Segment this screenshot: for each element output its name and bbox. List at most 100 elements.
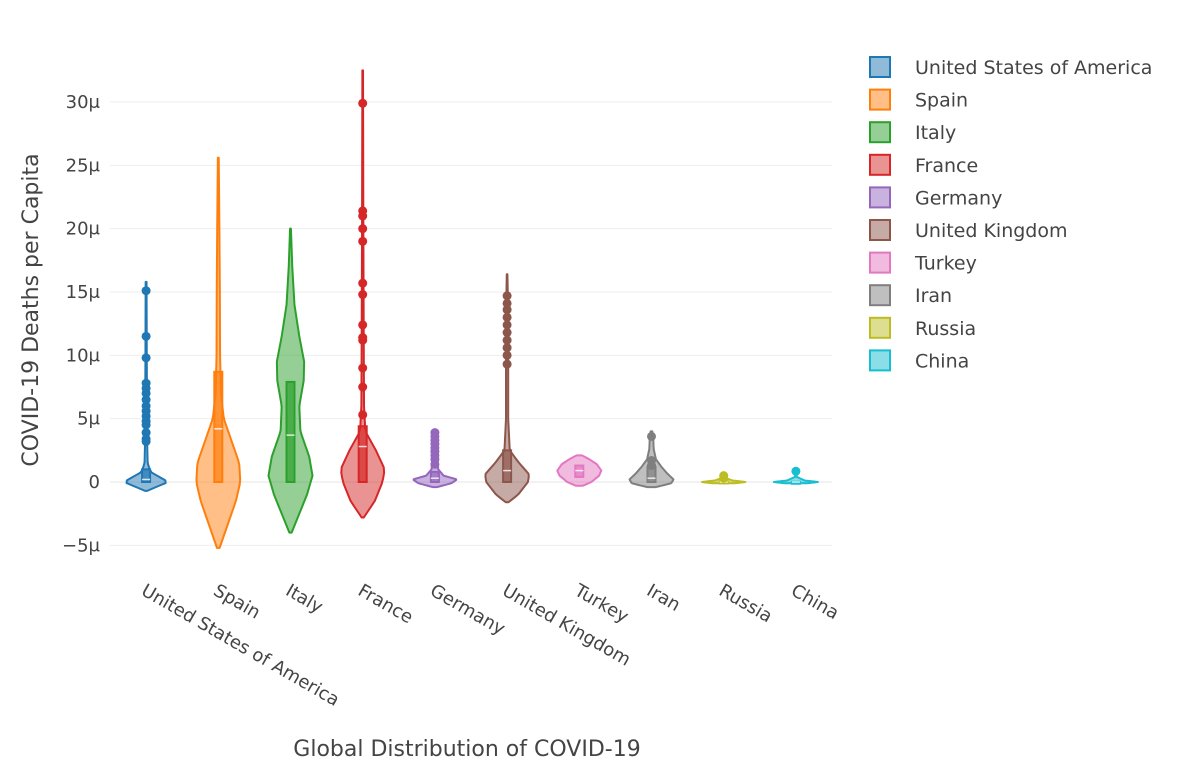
legend-item[interactable]: United States of America bbox=[869, 56, 1152, 79]
violin-united-kingdom bbox=[484, 273, 530, 504]
x-tick-label: Germany bbox=[426, 580, 508, 640]
y-tick-label: 30μ bbox=[66, 92, 101, 113]
legend-label: United States of America bbox=[915, 57, 1152, 79]
outlier-point bbox=[358, 211, 368, 221]
legend-swatch bbox=[869, 219, 891, 241]
outlier-point bbox=[358, 278, 368, 288]
violin-italy bbox=[267, 227, 314, 534]
legend-swatch bbox=[869, 153, 891, 176]
violin-body bbox=[484, 273, 530, 504]
x-tick-label: United Kingdom bbox=[499, 580, 635, 670]
legend-label: France bbox=[915, 155, 978, 177]
legend-swatch bbox=[869, 186, 891, 209]
violin-turkey bbox=[556, 454, 603, 487]
outlier-point bbox=[502, 328, 512, 338]
legend-item[interactable]: United Kingdom bbox=[869, 219, 1068, 242]
outlier-point bbox=[647, 461, 656, 471]
legend-item[interactable]: Turkey bbox=[869, 251, 977, 275]
legend-item[interactable]: France bbox=[869, 153, 978, 177]
outlier-point bbox=[358, 290, 368, 300]
violin-united-states-of-america bbox=[125, 280, 167, 492]
legend-swatch bbox=[869, 284, 891, 307]
legend-item[interactable]: Germany bbox=[869, 186, 1002, 209]
y-tick-label: 5μ bbox=[77, 409, 100, 430]
outlier-point bbox=[141, 395, 151, 405]
outlier-point bbox=[647, 431, 656, 441]
legend-label: Turkey bbox=[914, 253, 977, 275]
outlier-point bbox=[502, 298, 512, 308]
y-tick-label: −5μ bbox=[62, 535, 101, 556]
y-tick-label: 10μ bbox=[66, 345, 101, 366]
outlier-point bbox=[502, 291, 512, 301]
outlier-point bbox=[430, 459, 440, 469]
violin-box bbox=[213, 370, 224, 483]
legend-swatch bbox=[869, 251, 891, 274]
violin-box bbox=[141, 468, 152, 484]
x-tick-label: Spain bbox=[210, 580, 264, 623]
violin-germany bbox=[412, 428, 458, 489]
outlier-point bbox=[502, 305, 512, 315]
x-tick-label: Russia bbox=[715, 580, 776, 627]
y-tick-label: 20μ bbox=[66, 219, 101, 240]
y-tick-label: 15μ bbox=[66, 282, 101, 303]
y-axis-ticks: −5μ 0 5μ 10μ 15μ 20μ 25μ 30μ bbox=[62, 92, 101, 556]
legend[interactable]: United States of America Spain Italy France… bbox=[869, 56, 1152, 372]
violin-china bbox=[772, 466, 819, 485]
violin-box bbox=[502, 449, 513, 484]
legend-item[interactable]: Spain bbox=[869, 88, 968, 112]
outlier-point bbox=[719, 473, 729, 483]
outlier-point bbox=[358, 236, 368, 246]
legend-item[interactable]: Russia bbox=[869, 316, 976, 340]
x-tick-label: Italy bbox=[282, 580, 327, 618]
violin-body bbox=[195, 156, 242, 549]
outlier-point bbox=[358, 320, 368, 330]
legend-label: China bbox=[915, 350, 969, 372]
legend-item[interactable]: China bbox=[869, 349, 969, 372]
outlier-point bbox=[502, 320, 512, 330]
outlier-point bbox=[141, 436, 151, 446]
legend-swatch bbox=[869, 316, 891, 339]
legend-swatch bbox=[869, 88, 891, 111]
violins bbox=[125, 69, 819, 549]
legend-swatch bbox=[869, 121, 891, 144]
outlier-point bbox=[358, 410, 368, 420]
violin-box bbox=[357, 425, 368, 483]
y-tick-label: 0 bbox=[89, 472, 100, 493]
outlier-point bbox=[141, 286, 151, 296]
legend-label: Italy bbox=[915, 122, 956, 144]
violin-spain bbox=[195, 156, 242, 549]
violin-russia bbox=[700, 471, 747, 485]
violin-box bbox=[285, 380, 296, 483]
outlier-point bbox=[141, 428, 151, 438]
violin-body bbox=[267, 227, 314, 534]
outlier-point bbox=[141, 388, 151, 398]
x-tick-label: Iran bbox=[643, 580, 684, 616]
outlier-point bbox=[502, 350, 512, 360]
x-tick-label: France bbox=[354, 580, 416, 628]
outlier-point bbox=[502, 312, 512, 322]
legend-item[interactable]: Italy bbox=[869, 121, 956, 144]
outlier-point bbox=[502, 359, 512, 369]
legend-label: United Kingdom bbox=[915, 220, 1068, 242]
outlier-point bbox=[358, 335, 368, 345]
outlier-point bbox=[358, 98, 368, 108]
x-tick-label: China bbox=[787, 580, 842, 624]
legend-label: Spain bbox=[915, 90, 968, 112]
outlier-point bbox=[791, 466, 801, 476]
outlier-point bbox=[358, 363, 368, 373]
outlier-point bbox=[358, 224, 368, 234]
legend-swatch bbox=[869, 56, 891, 78]
legend-label: Iran bbox=[915, 285, 952, 307]
outlier-point bbox=[502, 335, 512, 345]
x-axis-title: Global Distribution of COVID-19 bbox=[293, 737, 640, 762]
legend-label: Russia bbox=[915, 318, 976, 340]
y-axis-title: COVID-19 Deaths per Capita bbox=[19, 153, 44, 466]
violin-box bbox=[429, 470, 440, 484]
y-tick-label: 25μ bbox=[66, 155, 101, 176]
outlier-point bbox=[141, 420, 151, 430]
violin-france bbox=[340, 69, 386, 519]
legend-swatch bbox=[869, 349, 891, 372]
legend-item[interactable]: Iran bbox=[869, 284, 952, 307]
